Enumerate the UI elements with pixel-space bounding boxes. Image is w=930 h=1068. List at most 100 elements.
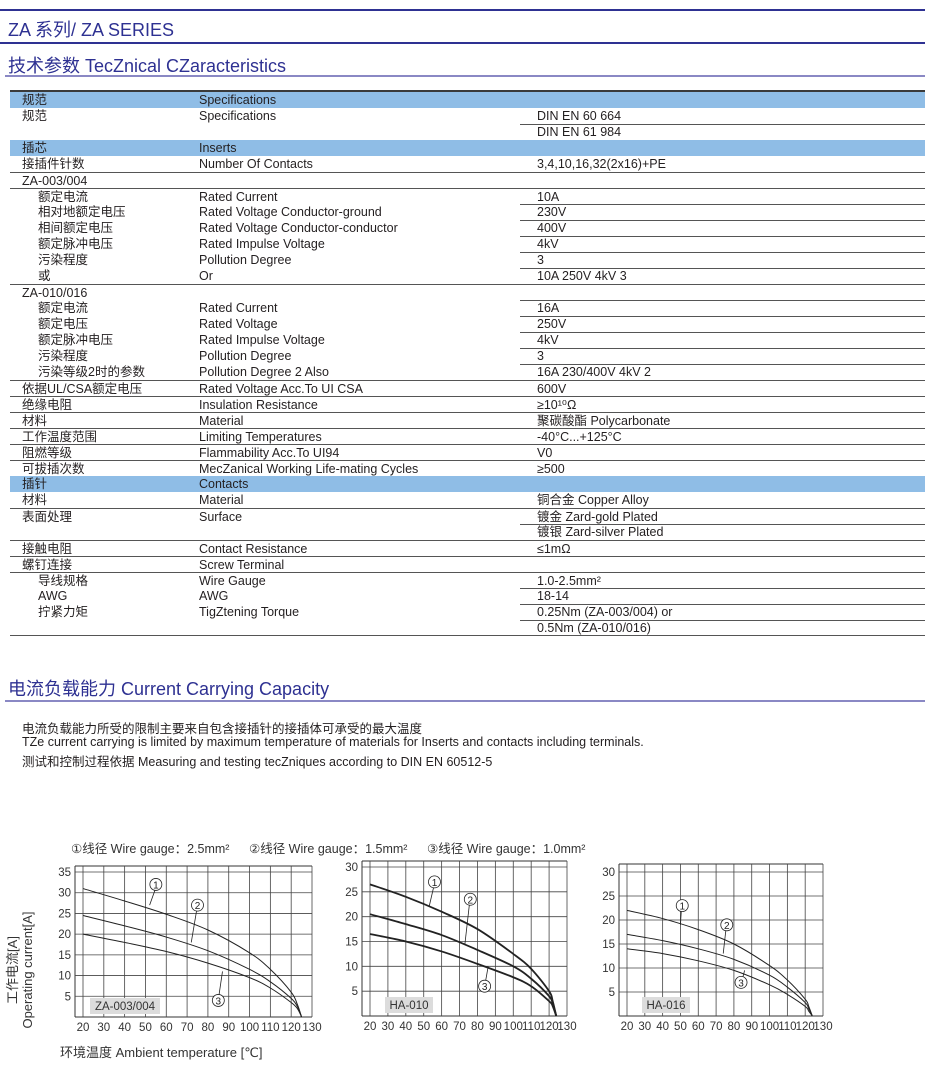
table-row: 材料 Material 聚碳酸酯 Polycarbonate [10,412,925,428]
chart-model-label: HA-010 [390,1000,429,1012]
cell-value: 3 [537,349,544,363]
cell-value: 0.5Nm (ZA-010/016) [537,621,651,635]
y-tick-label: 10 [345,961,358,973]
cell-value: 铜合金 Copper Alloy [537,493,649,507]
cell-value: 16A [537,301,560,315]
table-row: 螺钉连接 Screw Terminal [10,556,925,572]
cell-chinese: 材料 [22,414,48,428]
cell-english: Specifications [199,93,277,107]
cell-chinese: 规范 [22,109,48,123]
section-title-capacity: 电流负载能力 Current Carrying Capacity [8,679,330,699]
y-tick-label: 15 [58,950,71,962]
x-tick-label: 120 [282,1022,301,1034]
x-tick-label: 100 [240,1022,259,1034]
table-row: 可拔插次数 MecZanical Working Life-mating Cycl… [10,460,925,476]
series-rule [0,42,925,44]
cell-english: Number Of Contacts [199,157,313,171]
series-line-2 [369,913,558,1017]
cell-english: Material [199,414,244,428]
series-label: 2 [195,901,201,912]
cell-english: Rated Current [199,190,278,204]
table-row: 表面处理 Surface 镀金 Zard-gold Plated [10,508,925,524]
cell-chinese: AWG [38,589,68,603]
cell-english: Limiting Temperatures [199,430,322,444]
x-tick-label: 110 [778,1021,796,1033]
cell-value: 4kV [537,333,559,347]
series-marker-circle [675,899,689,912]
table-row: 工作温度范围 Limiting Temperatures -40°C...+125°… [10,428,925,444]
cell-english: Or [199,269,213,283]
cell-value: 0.25Nm (ZA-003/004) or [537,605,673,619]
cell-chinese: 污染程度 [38,253,89,267]
spec-table: 规范 Specifications 规范 Specifications DIN EN 6… [10,90,925,636]
series-leader-line [428,887,434,907]
y-tick-label: 15 [345,937,358,949]
series-line-2 [82,915,303,1018]
series-marker-circle [720,918,734,932]
x-tick-label: 80 [202,1022,215,1034]
table-row: 额定脉冲电压 Rated Impulse Voltage 4kV [10,332,925,348]
series-marker-circle [463,892,477,906]
cell-chinese: 插针 [22,477,48,491]
x-tick-label: 50 [417,1021,430,1033]
x-tick-label: 90 [222,1022,235,1034]
cell-english: Specifications [199,109,277,123]
y-tick-label: 10 [602,963,615,975]
cell-english: MecZanical Working Life-mating Cycles [199,462,419,476]
series-marker-circle [428,875,441,889]
capacity-text-en: TZe current carrying is limited by maxim… [22,735,644,749]
table-row: 或 Or 10A 250V 4kV 3 [10,268,925,284]
table-row: 接触电阻 Contact Resistance ≤1mΩ [10,540,925,556]
series-label: 2 [468,895,474,906]
cell-chinese: 可拔插次数 [22,462,85,476]
x-tick-label: 120 [796,1021,815,1033]
series-line-1 [369,883,558,1017]
x-tick-label: 90 [489,1021,502,1033]
x-tick-label: 130 [813,1021,832,1033]
cell-chinese: 插芯 [22,141,48,155]
section-title-tech: 技术参数 TecZnical CZaracteristics [8,56,287,76]
cell-chinese: ZA-010/016 [22,286,88,300]
section-rule [5,75,925,77]
y-tick-label: 25 [58,908,71,920]
x-axis-label: 环境温度 Ambient temperature [℃] [60,1045,263,1060]
x-tick-label: 70 [710,1021,723,1033]
cell-english: Pollution Degree [199,253,292,267]
cell-english: Surface [199,510,243,524]
cell-english: AWG [199,589,229,603]
table-row: 污染程度 Pollution Degree 3 [10,252,925,268]
series-label: 3 [482,982,488,993]
cell-chinese: 额定脉冲电压 [38,237,114,251]
y-tick-label: 35 [58,867,71,879]
series-marker-circle [191,898,204,912]
cell-value: 600V [537,382,567,396]
cell-english: Rated Impulse Voltage [199,237,325,251]
table-row: 相对地额定电压 Rated Voltage Conductor-ground 230… [10,204,925,220]
cell-chinese: 规范 [22,93,48,107]
x-tick-label: 130 [302,1022,321,1034]
series-label: 2 [724,921,730,932]
cell-english: TigZtening Torque [199,605,300,619]
y-tick-label: 5 [65,991,71,1003]
series-marker-circle [734,976,748,989]
x-tick-label: 40 [399,1021,412,1033]
cell-chinese: 或 [38,269,51,283]
table-row: 规范 Specifications DIN EN 60 664 [10,108,925,124]
cell-value: 聚碳酸酯 Polycarbonate [537,414,671,428]
cell-chinese: 污染等级2时的参数 [38,365,145,379]
x-tick-label: 70 [181,1022,194,1034]
table-row: 绝缘电阻 Insulation Resistance ≥10¹⁰Ω [10,396,925,412]
cell-value: 10A [537,190,560,204]
x-tick-label: 20 [77,1022,90,1034]
table-section-header: 插芯 Inserts [10,140,925,156]
series-label: 1 [679,902,685,913]
x-tick-label: 80 [471,1021,484,1033]
table-row: ZA-003/004 [10,172,925,188]
x-tick-label: 100 [760,1021,779,1033]
cell-value: -40°C...+125°C [537,430,622,444]
cell-chinese: 阻燃等级 [22,446,73,460]
cell-chinese: 额定电流 [38,301,89,315]
series-leader-line [464,905,470,945]
cell-english: Screw Terminal [199,558,285,572]
x-tick-label: 60 [160,1022,173,1034]
